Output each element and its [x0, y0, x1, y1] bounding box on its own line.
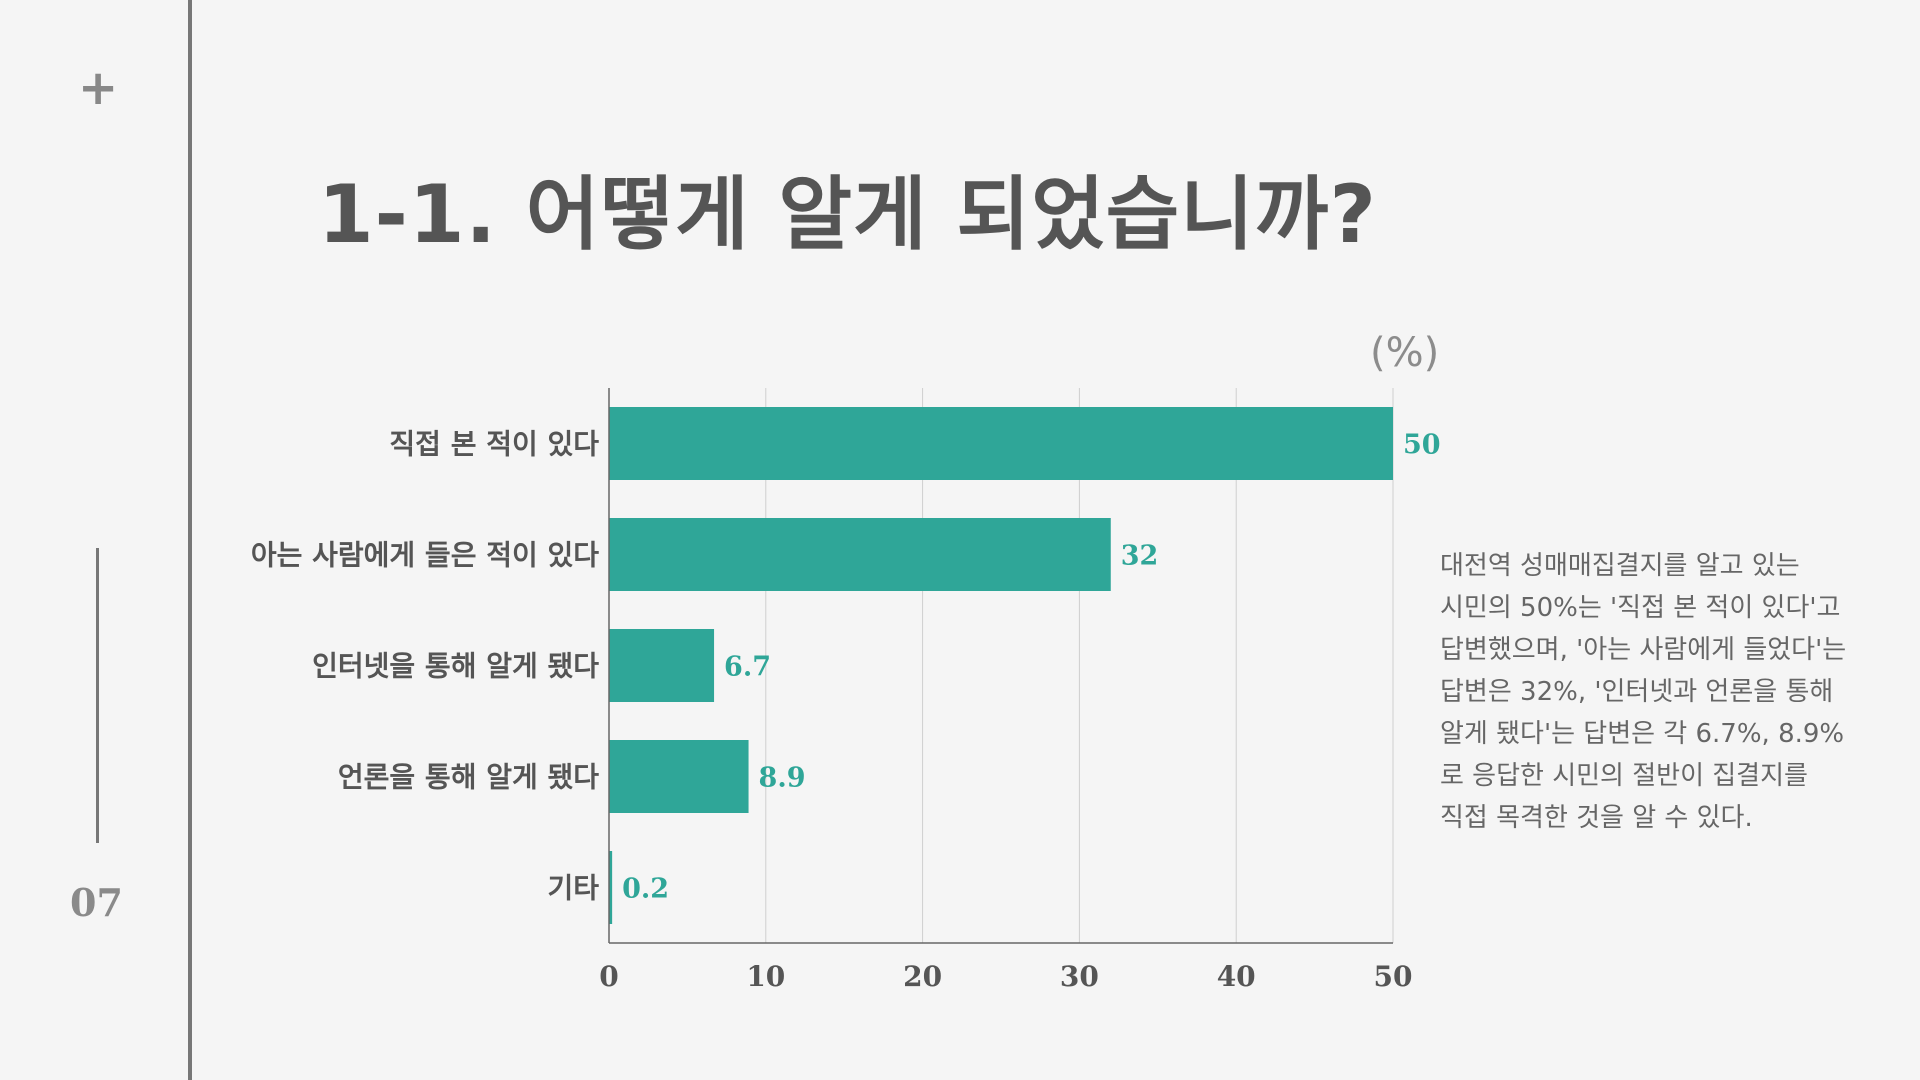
bar — [609, 629, 715, 702]
sidebar-divider — [188, 0, 192, 1080]
page-number: 07 — [70, 880, 123, 925]
value-label: 32 — [1121, 541, 1159, 572]
x-tick-label: 0 — [599, 960, 618, 993]
bar — [609, 851, 613, 924]
x-tick-label: 20 — [903, 960, 942, 993]
x-tick-label: 30 — [1060, 960, 1099, 993]
plus-icon: + — [78, 60, 119, 116]
x-tick-label: 50 — [1374, 960, 1413, 993]
bar — [609, 518, 1111, 591]
bar — [609, 740, 749, 813]
category-label: 언론을 통해 알게 됐다 — [338, 761, 599, 794]
value-label: 8.9 — [759, 763, 806, 794]
side-rule — [96, 548, 99, 843]
description-text: 대전역 성매매집결지를 알고 있는 시민의 50%는 '직접 본 적이 있다'고… — [1440, 551, 1847, 833]
category-label: 기타 — [547, 872, 599, 905]
value-label: 50 — [1403, 430, 1441, 461]
category-label: 아는 사람에게 들은 적이 있다 — [251, 539, 599, 572]
x-tick-label: 10 — [746, 960, 785, 993]
category-label: 직접 본 적이 있다 — [389, 428, 599, 461]
value-label: 6.7 — [724, 652, 771, 683]
category-label: 인터넷을 통해 알게 됐다 — [312, 650, 599, 683]
slide-title: 1-1. 어떻게 알게 되었습니까? — [318, 168, 1377, 261]
value-label: 0.2 — [622, 874, 669, 905]
unit-label: (%) — [1370, 330, 1440, 376]
bar — [609, 407, 1393, 480]
x-tick-label: 40 — [1217, 960, 1256, 993]
